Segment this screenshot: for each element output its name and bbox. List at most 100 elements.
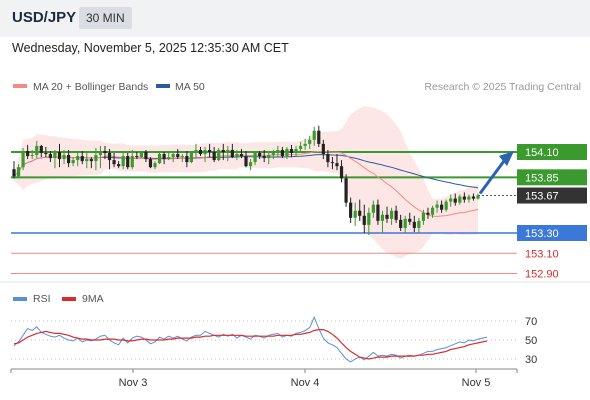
candle-body (399, 219, 403, 228)
candle-body (16, 167, 21, 177)
candle-body (330, 162, 335, 164)
x-tick-label: Nov 3 (119, 377, 148, 389)
price-levels (11, 151, 517, 274)
candle-body (176, 154, 180, 158)
candle-body (112, 160, 116, 165)
candle-body (417, 220, 421, 228)
resistance-label-bg (517, 169, 587, 186)
candle-body (248, 162, 253, 167)
candle-body (421, 212, 426, 221)
resistance-label: 153.85 (525, 172, 559, 184)
candle-body (76, 156, 80, 161)
candle-body (107, 153, 112, 161)
candle-body (444, 201, 448, 210)
candle-body (308, 139, 312, 144)
candle-body (267, 155, 271, 159)
candle-body (130, 156, 134, 168)
ma20-legend-label: MA 20 + Bollinger Bands (33, 81, 148, 93)
candle-body (80, 156, 84, 162)
candle-body (335, 163, 339, 167)
timeframe-badge[interactable]: 30 MIN (79, 7, 132, 29)
ma50-legend-swatch (156, 84, 170, 88)
forecast-arrow (478, 151, 514, 195)
timestamp: Wednesday, November 5, 2025 12:35:30 AM … (12, 41, 289, 55)
candle-body (426, 212, 430, 215)
candle-body (403, 218, 407, 228)
rsi-legend-label: RSI (33, 293, 51, 305)
rsi-legend-swatch (13, 297, 27, 301)
candle-body (285, 148, 289, 157)
candle-body (94, 155, 98, 162)
forecast-arrow-head (499, 151, 514, 166)
candle-body (171, 154, 175, 158)
candle-body (85, 159, 89, 162)
candle-body (367, 212, 371, 225)
candle-body (230, 149, 234, 158)
candle-body (62, 155, 66, 160)
candle-body (103, 150, 107, 154)
candle-body (26, 150, 30, 157)
resistance-label: 154.10 (525, 147, 559, 159)
candle-body (244, 156, 248, 167)
x-tick-label: Nov 5 (462, 377, 491, 389)
candle-body (349, 202, 353, 218)
candle-body (44, 153, 48, 155)
candle-body (39, 145, 43, 154)
header-bar: USD/JPY 30 MIN (0, 0, 590, 37)
rsi-ma9-line (13, 329, 488, 360)
bollinger-band-fill (14, 106, 478, 259)
candle-body (289, 148, 294, 154)
candle-body (98, 150, 103, 156)
candle-body (280, 149, 284, 157)
candle-body (194, 149, 198, 154)
candle-body (167, 157, 171, 160)
ma50-legend-label: MA 50 (175, 81, 205, 93)
candles (12, 125, 480, 236)
bollinger-band (14, 106, 478, 259)
candle-body (317, 130, 321, 144)
candle-body (57, 152, 62, 160)
candle-body (203, 149, 207, 155)
candle-body (449, 198, 453, 202)
candle-body (326, 154, 330, 163)
support-label: 153.30 (525, 228, 559, 240)
ma9-legend-swatch (62, 297, 76, 301)
candle-body (53, 152, 57, 159)
candle-body (298, 145, 303, 149)
candle-body (435, 204, 439, 208)
candle-body (89, 159, 93, 162)
candle-body (217, 149, 221, 161)
x-tick-label: Nov 4 (291, 377, 320, 389)
candle-body (458, 196, 462, 203)
symbol-title: USD/JPY (12, 9, 77, 26)
candle-body (462, 196, 466, 200)
candle-body (271, 152, 275, 156)
candle-body (148, 159, 153, 168)
candle-body (198, 149, 203, 155)
credit-text: Research © 2025 Trading Central (424, 81, 581, 93)
candle-body (157, 154, 162, 164)
target-label: 152.90 (525, 269, 559, 281)
candle-body (239, 154, 244, 157)
rsi-tick-label: 30 (525, 354, 537, 366)
candle-body (221, 149, 225, 152)
rsi-tick-label: 70 (525, 316, 537, 328)
candle-body (117, 164, 121, 167)
x-axis-ticks: Nov 3 Nov 4 Nov 5 (119, 369, 491, 389)
candle-body (362, 215, 366, 225)
candle-body (385, 214, 389, 219)
candle-body (48, 154, 52, 159)
target-label: 153.10 (525, 248, 559, 260)
candle-body (180, 156, 184, 158)
candle-body (276, 149, 280, 152)
candle-body (440, 204, 444, 210)
candle-body (121, 156, 125, 167)
candle-body (12, 169, 16, 177)
candle-body (30, 155, 34, 157)
ma20-legend-swatch (13, 84, 27, 88)
candle-body (253, 153, 257, 163)
candle-body (408, 218, 412, 222)
candle-body (471, 196, 476, 199)
candle-body (358, 210, 362, 216)
